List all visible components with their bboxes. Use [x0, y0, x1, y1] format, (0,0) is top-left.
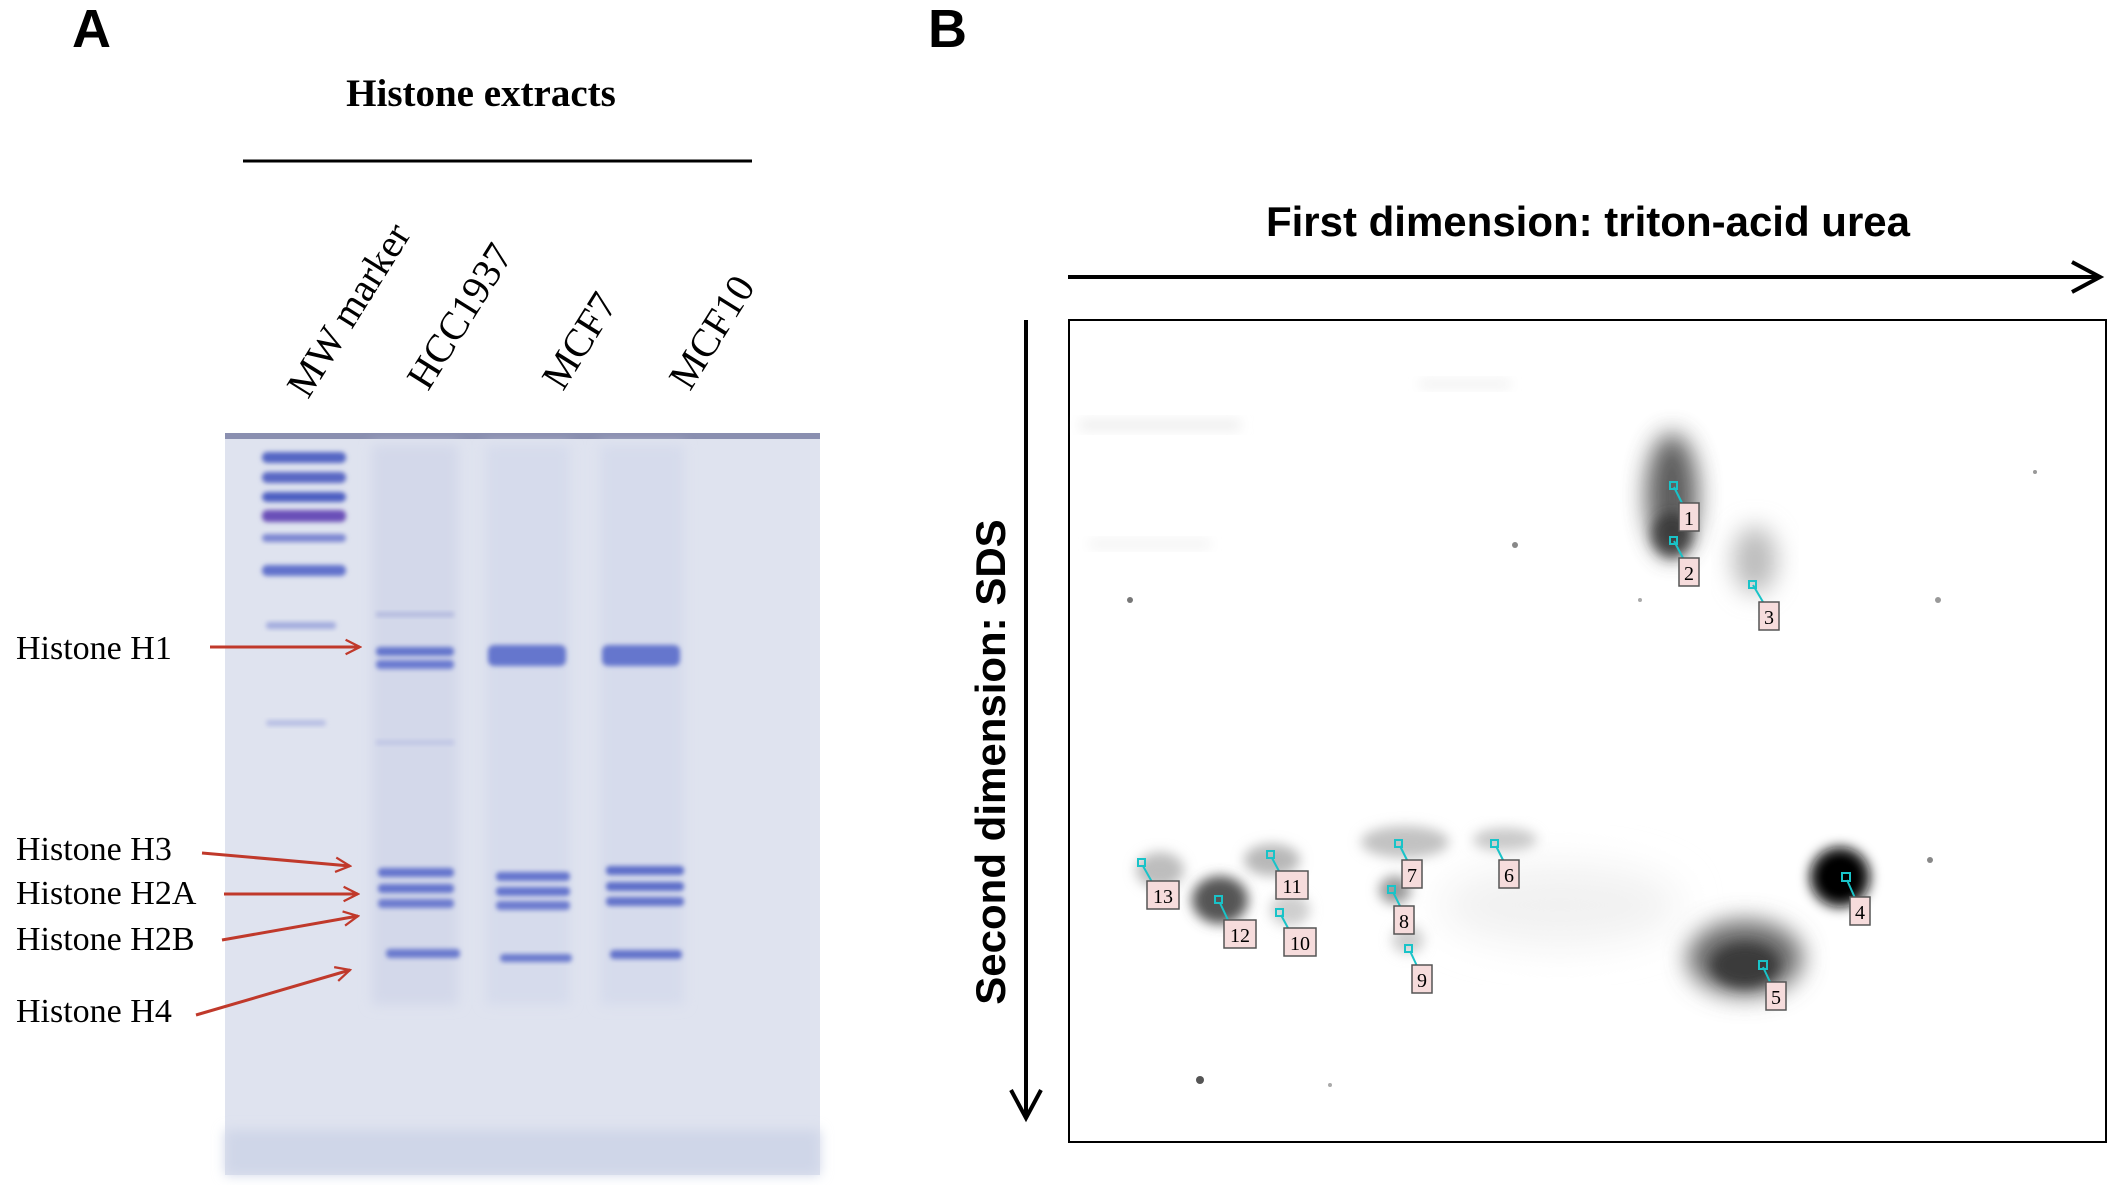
arrow-h4 — [195, 970, 350, 1017]
band-label-h2b: Histone H2B — [16, 921, 195, 958]
spot-label-7: 7 — [1407, 865, 1417, 887]
spot-label-11: 11 — [1282, 876, 1301, 898]
spot-label-3: 3 — [1764, 607, 1774, 629]
spot-markers: 1 2 3 4 — [1137, 481, 1871, 1011]
y-axis-label: Second dimension: SDS — [967, 519, 1014, 1004]
spot-label-2: 2 — [1684, 563, 1694, 585]
two-d-gel-image — [1068, 319, 2107, 1143]
band-arrows — [195, 647, 360, 1017]
spot-label-9: 9 — [1417, 970, 1427, 992]
panel-a-letter: A — [72, 0, 111, 59]
spot-3: 3 — [1748, 580, 1780, 631]
gel-image — [225, 433, 820, 1175]
band-label-h2a: Histone H2A — [16, 875, 197, 912]
band-label-h4: Histone H4 — [16, 993, 172, 1030]
spot-label-4: 4 — [1855, 902, 1865, 924]
y-axis-arrowhead — [1009, 1089, 1043, 1123]
panel-b: B First dimension: triton-acid urea Seco… — [928, 0, 2107, 1143]
lane-label-mcf7: MCF7 — [532, 284, 626, 396]
spot-label-6: 6 — [1504, 865, 1514, 887]
spot-label-1: 1 — [1684, 508, 1694, 530]
spot-label-8: 8 — [1399, 911, 1409, 933]
gel-header: Histone extracts — [346, 72, 616, 115]
spot-1: 1 — [1669, 481, 1700, 532]
spot-2: 2 — [1669, 536, 1700, 587]
spot-11: 11 — [1266, 850, 1309, 900]
spot-13: 13 — [1137, 858, 1180, 910]
spot-8: 8 — [1387, 885, 1415, 935]
spot-12: 12 — [1214, 895, 1257, 949]
panel-a: A Histone extracts MW marker HCC1937 MCF… — [16, 0, 820, 1175]
spot-4: 4 — [1841, 872, 1871, 926]
h1-bands — [376, 612, 680, 745]
lane-label-mw-marker: MW marker — [277, 215, 419, 405]
panel-b-letter: B — [928, 0, 967, 59]
spot-6: 6 — [1490, 839, 1520, 889]
spot-7: 7 — [1394, 839, 1423, 889]
lane-label-hcc1937: HCC1937 — [397, 235, 521, 396]
spot-5: 5 — [1758, 960, 1787, 1011]
mw-ladder — [262, 452, 346, 726]
arrow-h3 — [201, 851, 350, 866]
spot-9: 9 — [1404, 944, 1433, 994]
x-axis-arrowhead — [2071, 260, 2105, 294]
band-label-h3: Histone H3 — [16, 831, 172, 868]
spot-10: 10 — [1275, 908, 1317, 957]
spot-label-5: 5 — [1771, 987, 1781, 1009]
spot-label-12: 12 — [1230, 925, 1250, 947]
spot-label-13: 13 — [1153, 886, 1173, 908]
spot-label-10: 10 — [1290, 933, 1310, 955]
arrow-h2b — [221, 916, 358, 942]
band-label-h1: Histone H1 — [16, 630, 172, 667]
x-axis-label: First dimension: triton-acid urea — [1266, 198, 1911, 245]
core-histone-bands — [378, 866, 684, 962]
lane-label-mcf10: MCF10 — [659, 267, 763, 396]
